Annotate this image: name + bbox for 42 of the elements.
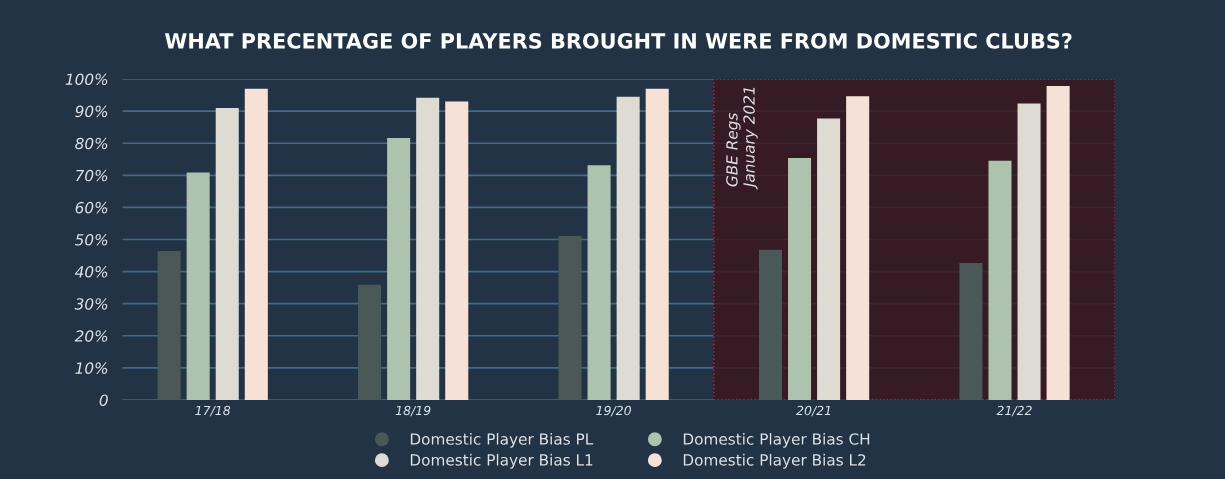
bar [616, 96, 640, 400]
y-tick-label: 30% [74, 298, 108, 310]
y-tick-label: 100% [65, 73, 108, 86]
bar [416, 97, 440, 400]
x-tick-label: 21/22 [996, 405, 1032, 417]
x-tick-label: 20/21 [796, 405, 831, 417]
bar [988, 160, 1012, 400]
chart-title: WHAT PRECENTAGE OF PLAYERS BROUGHT IN WERE FROM DOMESTIC CLUBS? [164, 33, 1072, 49]
y-tick-label: 50% [74, 233, 108, 246]
bar [645, 88, 669, 400]
bar [817, 118, 841, 400]
y-tick-label: 40% [74, 266, 108, 278]
bar [846, 96, 870, 400]
y-tick-label: 0 [99, 394, 108, 406]
y-tick-label: 10% [75, 362, 108, 374]
y-tick-label: 90% [75, 105, 108, 118]
y-tick-label: 20% [74, 330, 108, 342]
band-label: GBE Regs January 2021 [726, 87, 758, 190]
bar [587, 165, 611, 400]
legend-label: Domestic Player Bias PL [410, 432, 594, 448]
bar [244, 88, 268, 400]
y-tick-label: 70% [76, 169, 108, 182]
legend-label: Domestic Player Bias CH [683, 432, 870, 448]
bar [358, 284, 382, 400]
y-tick-label: 80% [75, 137, 108, 150]
y-tick-label: 60% [75, 201, 108, 214]
bar [1017, 103, 1041, 400]
bar [758, 249, 782, 400]
legend-label: Domestic Player Bias L2 [683, 453, 866, 469]
bar [788, 157, 812, 400]
x-tick-label: 18/19 [395, 405, 431, 417]
x-tick-label: 17/18 [195, 405, 231, 417]
bar [157, 251, 181, 400]
bar [445, 101, 469, 400]
x-tick-label: 19/20 [596, 405, 631, 417]
bar [215, 107, 239, 400]
bar [558, 235, 582, 400]
bar [387, 138, 411, 400]
bar [186, 172, 210, 400]
legend-label: Domestic Player Bias L1 [410, 453, 593, 469]
bar [959, 262, 983, 400]
bar [1046, 86, 1070, 400]
